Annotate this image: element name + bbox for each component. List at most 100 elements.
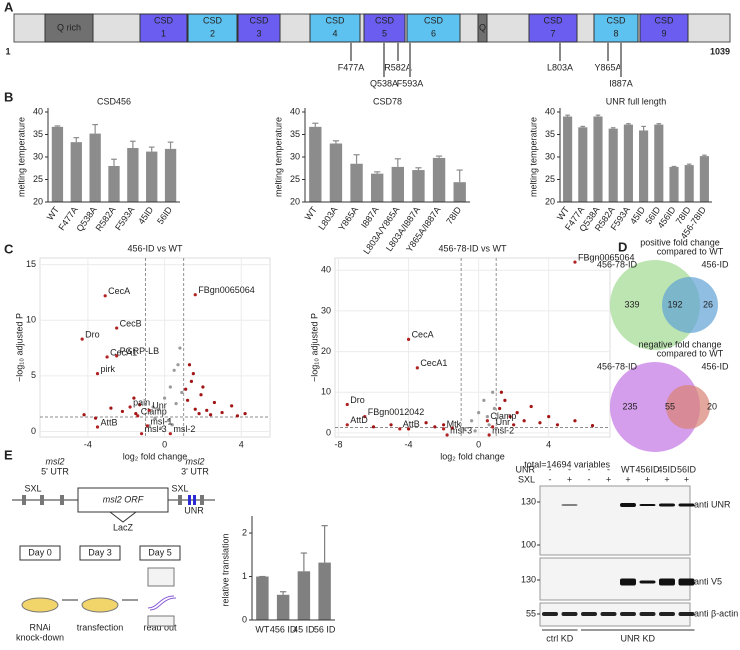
point	[522, 419, 526, 423]
point	[172, 368, 176, 372]
bar	[669, 166, 679, 202]
x-tick-label: 4	[546, 439, 551, 449]
point-label: CecB	[120, 318, 142, 328]
lane-label: +	[567, 474, 572, 484]
y-tick-label: 30	[321, 305, 331, 315]
point-label: Clamp	[490, 411, 516, 421]
y-tick-label: 25	[545, 174, 555, 184]
x-tick-label: R582A	[94, 205, 118, 233]
x-tick-label: 78ID	[444, 204, 463, 226]
point	[463, 427, 467, 431]
venn-set	[666, 385, 710, 429]
point-label: CecA	[412, 330, 434, 340]
point	[498, 406, 502, 411]
lane-label: -	[568, 464, 571, 474]
point	[508, 415, 512, 419]
labeled-point	[415, 366, 419, 370]
point-label: Dro	[350, 395, 365, 405]
point-label: CecA1	[110, 347, 137, 357]
x-tick-label: WT	[255, 624, 269, 634]
point-label: msl-3	[145, 424, 167, 434]
domain-label: 4	[332, 28, 337, 38]
chart-title: UNR full length	[606, 96, 667, 106]
x-tick-label: 4	[239, 439, 244, 449]
marker-label: 100	[521, 539, 536, 549]
point	[120, 409, 125, 414]
point	[538, 421, 542, 425]
domain-label: 3	[256, 28, 261, 38]
point-label: Clamp	[141, 406, 167, 416]
bar	[412, 170, 425, 202]
antibody-label: anti V5	[694, 576, 722, 586]
venn-note: compared to WT	[657, 348, 724, 358]
point	[166, 418, 171, 422]
axes	[559, 108, 712, 203]
x-tick-label: 456 ID	[270, 624, 297, 634]
venn-title: negative fold change	[638, 339, 721, 349]
point-label: msl-3	[450, 425, 472, 435]
labeled-point	[345, 423, 349, 427]
domain-label: CSD	[543, 15, 563, 25]
domain	[639, 13, 689, 43]
curves	[147, 595, 177, 611]
point	[184, 387, 188, 391]
band	[561, 504, 578, 506]
plot-area	[334, 257, 611, 438]
labeled-point	[445, 433, 449, 437]
bar	[146, 151, 158, 202]
labeled-point	[363, 415, 367, 419]
point-label: Unr	[496, 417, 511, 427]
domain-label: CSD	[375, 15, 395, 25]
point	[197, 412, 201, 416]
y-tick-label: 0	[31, 426, 36, 436]
point	[132, 396, 136, 400]
point-label: FBgn0065064	[198, 285, 255, 295]
day-box	[79, 545, 121, 561]
y-tick-label: 0	[242, 614, 247, 624]
unr-site	[188, 495, 191, 505]
orf-label: msl2 ORF	[103, 494, 144, 504]
point	[153, 416, 157, 420]
domain-label: Q	[479, 22, 486, 32]
labeled-point	[573, 260, 577, 264]
band	[581, 612, 597, 616]
domain	[593, 13, 639, 43]
point	[515, 410, 519, 415]
point-label: pirk	[101, 364, 116, 374]
point	[212, 400, 217, 405]
labeled-point	[193, 293, 197, 297]
domain-label: CSD	[203, 15, 223, 25]
day-label: Day 3	[88, 547, 112, 557]
bar	[127, 148, 139, 202]
labeled-point	[115, 326, 119, 330]
point	[174, 402, 178, 406]
panel-label: C	[4, 241, 14, 256]
bar	[563, 116, 573, 202]
utr-label: msl2	[45, 456, 64, 466]
x-tick-label: -8	[334, 439, 342, 449]
residue-end: 1039	[710, 46, 730, 56]
lane-label: WT	[621, 464, 635, 474]
chart-title: CSD78	[373, 96, 402, 106]
step-label: transfection	[77, 622, 124, 632]
point	[193, 407, 197, 411]
bar	[297, 571, 311, 620]
band	[659, 612, 675, 616]
point-label: AttB	[101, 417, 118, 427]
bar	[453, 182, 466, 202]
marker-label: 130	[521, 574, 536, 584]
bar	[371, 173, 384, 202]
chart-title: CSD456	[97, 96, 131, 106]
y-tick-label: 35	[545, 129, 555, 139]
y-tick-label: 20	[321, 346, 331, 356]
band	[639, 612, 656, 616]
bar	[108, 166, 120, 202]
venn-set-label: 456-78-ID	[597, 361, 638, 371]
domain	[528, 13, 578, 43]
domain	[187, 13, 238, 43]
venn-count: 55	[665, 401, 675, 411]
x-tick-label: WT	[45, 204, 62, 222]
row-label: SXL	[518, 474, 535, 484]
point	[470, 419, 474, 423]
point	[485, 415, 489, 419]
